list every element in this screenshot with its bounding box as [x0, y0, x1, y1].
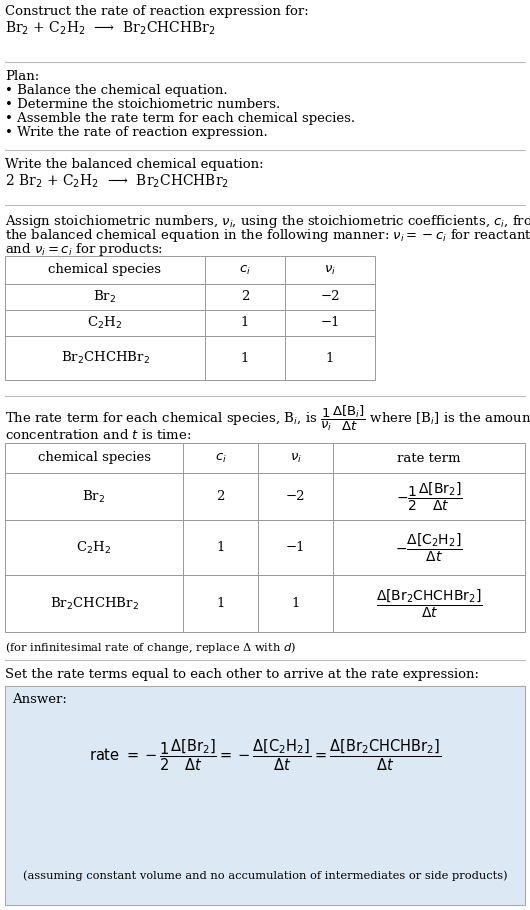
Text: 1: 1 — [241, 351, 249, 365]
Text: • Balance the chemical equation.: • Balance the chemical equation. — [5, 84, 227, 97]
Text: Br$_2$: Br$_2$ — [83, 489, 105, 504]
Text: • Assemble the rate term for each chemical species.: • Assemble the rate term for each chemic… — [5, 112, 355, 125]
Text: C$_2$H$_2$: C$_2$H$_2$ — [87, 315, 122, 331]
Bar — [5, 256, 375, 284]
Text: (assuming constant volume and no accumulation of intermediates or side products): (assuming constant volume and no accumul… — [23, 870, 507, 881]
Text: 2 Br$_2$ + C$_2$H$_2$  ⟶  Br$_2$CHCHBr$_2$: 2 Br$_2$ + C$_2$H$_2$ ⟶ Br$_2$CHCHBr$_2$ — [5, 173, 229, 190]
Text: 1: 1 — [326, 351, 334, 365]
Bar — [5, 575, 525, 632]
Text: chemical species: chemical species — [38, 451, 151, 464]
Text: Set the rate terms equal to each other to arrive at the rate expression:: Set the rate terms equal to each other t… — [5, 668, 479, 681]
Text: Br$_2$: Br$_2$ — [93, 289, 117, 305]
Text: 2: 2 — [241, 290, 249, 304]
Text: rate term: rate term — [398, 451, 461, 464]
Text: −2: −2 — [320, 290, 340, 304]
Text: $-\dfrac{\Delta[\mathrm{C}_2\mathrm{H}_2]}{\Delta t}$: $-\dfrac{\Delta[\mathrm{C}_2\mathrm{H}_2… — [395, 531, 463, 563]
Text: $\dfrac{\Delta[\mathrm{Br}_2\mathrm{CHCHBr}_2]}{\Delta t}$: $\dfrac{\Delta[\mathrm{Br}_2\mathrm{CHCH… — [376, 587, 482, 620]
Bar — [5, 284, 375, 310]
Text: 1: 1 — [241, 317, 249, 329]
Text: concentration and $t$ is time:: concentration and $t$ is time: — [5, 428, 191, 442]
Text: Construct the rate of reaction expression for:: Construct the rate of reaction expressio… — [5, 5, 309, 18]
Text: $-\dfrac{1}{2}\dfrac{\Delta[\mathrm{Br}_2]}{\Delta t}$: $-\dfrac{1}{2}\dfrac{\Delta[\mathrm{Br}_… — [396, 480, 462, 512]
Text: −2: −2 — [286, 490, 305, 503]
Text: $c_i$: $c_i$ — [215, 451, 226, 464]
Text: $\nu_i$: $\nu_i$ — [324, 264, 336, 277]
Text: Answer:: Answer: — [12, 693, 67, 706]
Text: −1: −1 — [286, 541, 305, 554]
Text: C$_2$H$_2$: C$_2$H$_2$ — [76, 540, 111, 555]
Text: (for infinitesimal rate of change, replace Δ with $d$): (for infinitesimal rate of change, repla… — [5, 640, 296, 655]
Text: • Determine the stoichiometric numbers.: • Determine the stoichiometric numbers. — [5, 98, 280, 111]
Text: Br$_2$CHCHBr$_2$: Br$_2$CHCHBr$_2$ — [49, 595, 138, 612]
Text: 2: 2 — [216, 490, 225, 503]
Text: $c_i$: $c_i$ — [239, 264, 251, 277]
Text: Assign stoichiometric numbers, $\nu_i$, using the stoichiometric coefficients, $: Assign stoichiometric numbers, $\nu_i$, … — [5, 213, 530, 230]
Text: • Write the rate of reaction expression.: • Write the rate of reaction expression. — [5, 126, 268, 139]
Bar — [5, 443, 525, 473]
Text: −1: −1 — [320, 317, 340, 329]
Bar — [5, 473, 525, 520]
Text: and $\nu_i = c_i$ for products:: and $\nu_i = c_i$ for products: — [5, 241, 163, 258]
Bar — [5, 686, 525, 905]
Text: 1: 1 — [292, 597, 299, 610]
Text: rate $= -\dfrac{1}{2}\dfrac{\Delta[\mathrm{Br}_2]}{\Delta t} = -\dfrac{\Delta[\m: rate $= -\dfrac{1}{2}\dfrac{\Delta[\math… — [89, 737, 441, 773]
Bar — [5, 336, 375, 380]
Text: The rate term for each chemical species, B$_i$, is $\dfrac{1}{\nu_i}\dfrac{\Delt: The rate term for each chemical species,… — [5, 404, 530, 433]
Bar — [5, 310, 375, 336]
Text: Plan:: Plan: — [5, 70, 39, 83]
Text: Br$_2$ + C$_2$H$_2$  ⟶  Br$_2$CHCHBr$_2$: Br$_2$ + C$_2$H$_2$ ⟶ Br$_2$CHCHBr$_2$ — [5, 20, 216, 37]
Text: Write the balanced chemical equation:: Write the balanced chemical equation: — [5, 158, 263, 171]
Text: Br$_2$CHCHBr$_2$: Br$_2$CHCHBr$_2$ — [60, 350, 149, 366]
Text: the balanced chemical equation in the following manner: $\nu_i = -c_i$ for react: the balanced chemical equation in the fo… — [5, 227, 530, 244]
Text: $\nu_i$: $\nu_i$ — [289, 451, 302, 464]
Text: chemical species: chemical species — [49, 264, 162, 277]
Bar — [5, 520, 525, 575]
Text: 1: 1 — [216, 597, 225, 610]
Text: 1: 1 — [216, 541, 225, 554]
